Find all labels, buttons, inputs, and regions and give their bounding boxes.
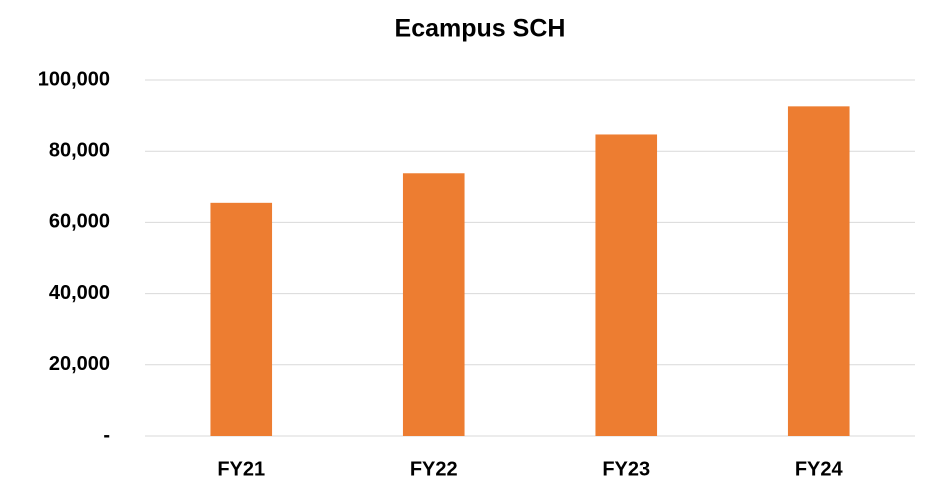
bar	[595, 134, 658, 436]
y-tick-label: 60,000	[49, 211, 110, 233]
bar	[210, 202, 273, 436]
x-tick-label: FY24	[795, 458, 844, 480]
x-tick-label: FY22	[410, 458, 458, 480]
bar	[402, 173, 465, 436]
y-tick-label: 80,000	[49, 139, 110, 161]
y-tick-label: 40,000	[49, 282, 110, 304]
y-tick-label: 100,000	[38, 68, 110, 90]
y-tick-label: -	[103, 424, 110, 446]
y-tick-label: 20,000	[49, 353, 110, 375]
x-tick-label: FY23	[602, 458, 650, 480]
bar	[787, 106, 850, 437]
chart-title: Ecampus SCH	[395, 15, 566, 43]
x-tick-label: FY21	[217, 458, 265, 480]
